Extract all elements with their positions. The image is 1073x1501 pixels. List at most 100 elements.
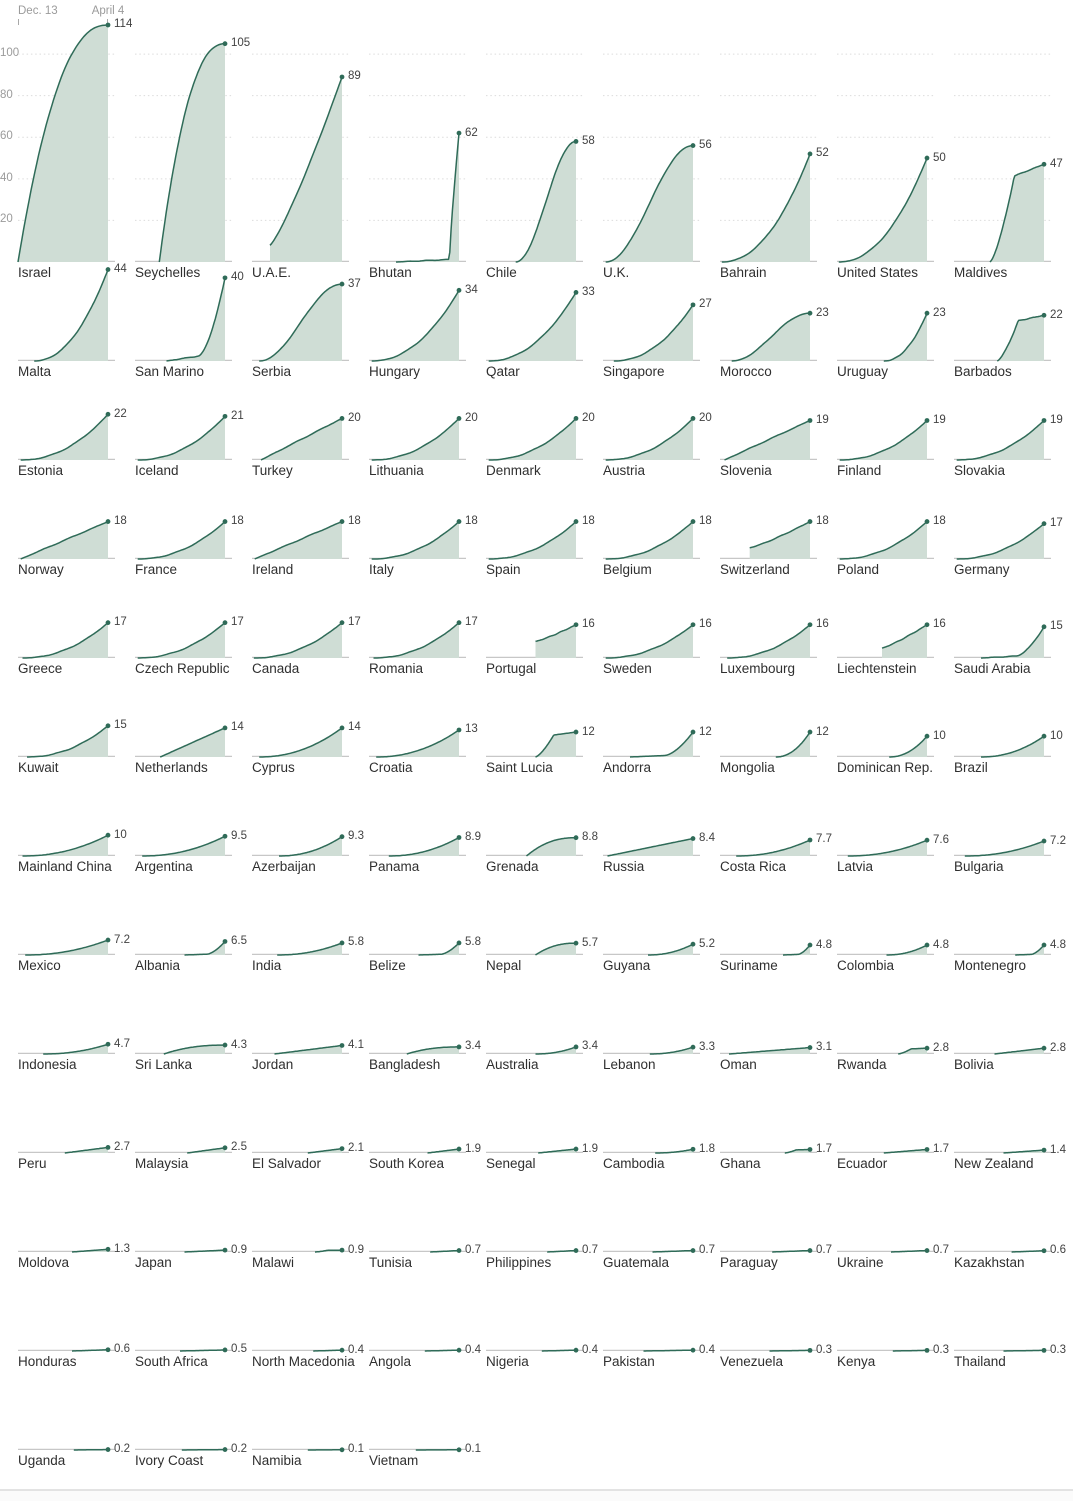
area-fill — [956, 523, 1044, 559]
value-label: 12 — [699, 725, 712, 738]
country-label: U.K. — [603, 265, 630, 280]
area-fill — [655, 1149, 693, 1153]
chart-cell: 18 Poland — [837, 460, 954, 577]
end-point-dot — [105, 1246, 111, 1252]
end-point-dot — [807, 151, 813, 157]
country-area-chart — [369, 1044, 466, 1055]
country-label: Angola — [369, 1354, 412, 1369]
chart-cell: 20 Denmark — [486, 361, 603, 478]
value-label: 22 — [114, 407, 127, 420]
trend-line — [607, 837, 694, 857]
country-label: Venezuela — [720, 1354, 784, 1369]
chart-cell: 7.2 Mexico — [18, 856, 135, 973]
country-label: North Macedonia — [252, 1354, 355, 1369]
trend-line — [749, 520, 811, 549]
trend-line — [881, 624, 928, 649]
country-area-chart — [18, 937, 115, 956]
country-area-chart — [837, 733, 934, 758]
chart-cell: 52 Bahrain — [720, 0, 837, 280]
trend-line — [43, 1043, 109, 1055]
end-point-dot — [924, 1045, 930, 1051]
value-label: 8.8 — [582, 831, 598, 844]
value-label: 12 — [816, 725, 829, 738]
chart-cell: 20 Lithuania — [369, 361, 486, 478]
trend-line — [427, 1148, 460, 1154]
chart-cell: 8.4 Russia — [603, 757, 720, 874]
trend-line — [891, 1249, 928, 1253]
trend-line — [839, 521, 928, 560]
chart-cell: 7.6 Latvia — [837, 757, 954, 874]
value-label: 8.4 — [699, 832, 715, 845]
area-fill — [535, 1046, 576, 1054]
value-label: 18 — [582, 515, 595, 528]
country-label: Denmark — [486, 463, 541, 478]
country-label: Australia — [486, 1057, 539, 1072]
chart-cell: 114 Israel — [17, 0, 135, 280]
end-point-dot — [105, 1447, 111, 1452]
country-area-chart — [18, 1144, 115, 1154]
country-label: Mexico — [18, 958, 61, 973]
chart-cell: 5.7 Nepal — [486, 856, 603, 973]
end-point-dot — [807, 1147, 813, 1152]
chart-cell: 4.8 Colombia — [837, 856, 954, 973]
country-label: Peru — [18, 1156, 47, 1171]
trend-line — [649, 1046, 694, 1055]
area-fill — [981, 626, 1044, 658]
country-area-chart — [369, 1146, 466, 1154]
country-area-chart — [603, 302, 700, 362]
chart-cell: 18 Belgium — [603, 460, 720, 577]
value-label: 1.3 — [114, 1242, 130, 1255]
country-area-chart — [837, 1045, 934, 1055]
chart-cell: 7.2 Bulgaria — [954, 757, 1071, 874]
country-label: Pakistan — [603, 1354, 655, 1369]
country-area-chart — [837, 942, 934, 956]
trend-line — [20, 413, 109, 461]
area-fill — [137, 521, 225, 559]
chart-cell: 7.7 Costa Rica — [720, 757, 837, 874]
country-area-chart — [720, 1147, 817, 1154]
end-point-dot — [456, 1248, 462, 1253]
area-fill — [839, 521, 927, 559]
value-label: 0.9 — [348, 1243, 364, 1256]
area-fill — [259, 727, 342, 757]
end-point-dot — [807, 1045, 813, 1050]
country-area-chart — [135, 725, 232, 758]
chart-cell: 15 Saudi Arabia — [954, 559, 1071, 676]
trend-line — [254, 520, 343, 560]
country-area-chart — [720, 53, 817, 263]
country-area-chart — [135, 939, 232, 956]
end-point-dot — [690, 519, 696, 524]
chart-cell: 3.4 Australia — [486, 955, 603, 1072]
area-fill — [488, 418, 576, 460]
country-label: South Africa — [135, 1354, 208, 1369]
value-label: 7.7 — [816, 833, 832, 846]
country-label: Slovenia — [720, 463, 772, 478]
trend-line — [989, 163, 1045, 263]
end-point-dot — [690, 1347, 696, 1353]
end-point-dot — [1041, 1248, 1047, 1254]
chart-cell: 5.8 Belize — [369, 856, 486, 973]
chart-cell: 0.4 North Macedonia — [252, 1252, 369, 1369]
value-label: 0.9 — [231, 1243, 247, 1256]
country-area-chart — [837, 837, 934, 857]
area-fill — [34, 269, 109, 361]
country-area-chart — [720, 519, 817, 560]
country-label: Seychelles — [135, 265, 201, 280]
chart-cell: 33 Qatar — [486, 262, 603, 379]
end-point-dot — [456, 1044, 462, 1050]
country-label: Uruguay — [837, 364, 889, 379]
country-area-chart — [369, 620, 466, 659]
country-label: Lithuania — [369, 463, 424, 478]
chart-cell: 4.3 Sri Lanka — [135, 955, 252, 1072]
chart-cell: 14 Cyprus — [252, 658, 369, 775]
value-label: 18 — [465, 515, 478, 528]
end-point-dot — [1041, 624, 1047, 630]
country-area-chart — [603, 1248, 700, 1253]
country-label: Suriname — [720, 958, 778, 973]
value-label: 10 — [933, 729, 946, 742]
trend-line — [158, 42, 225, 263]
country-label: United States — [837, 265, 919, 280]
end-point-dot — [339, 281, 345, 287]
area-fill — [254, 521, 342, 559]
value-label: 0.4 — [699, 1343, 715, 1356]
